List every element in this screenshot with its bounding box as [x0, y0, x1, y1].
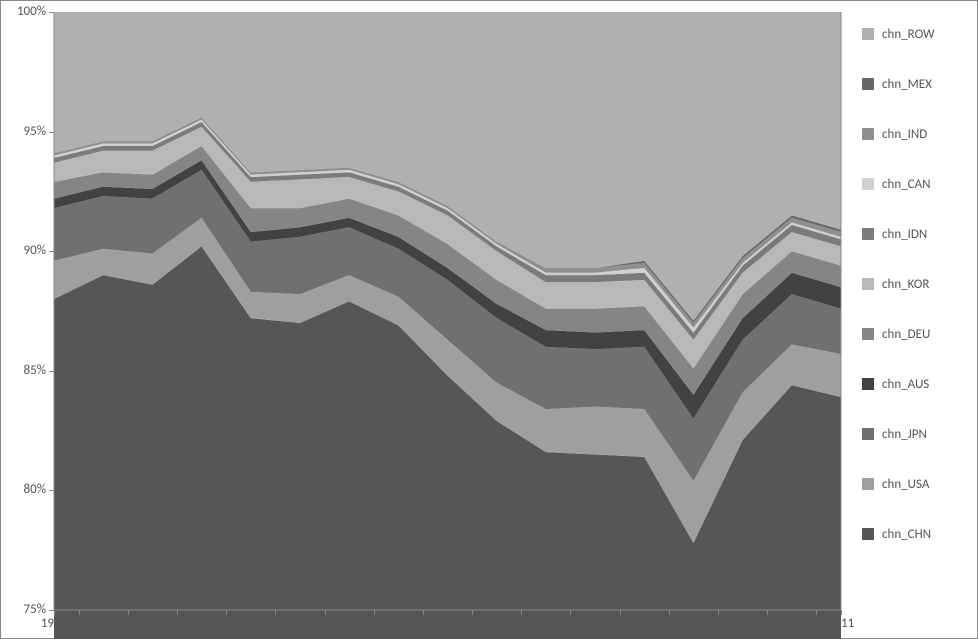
legend-item-chn_DEU: chn_DEU [862, 326, 935, 342]
x-axis-label: 2000 [280, 616, 320, 631]
x-tick [54, 610, 55, 615]
legend-label: chn_CAN [882, 177, 930, 192]
x-axis-label: 2010 [772, 616, 812, 631]
legend-item-chn_CHN: chn_CHN [862, 526, 935, 542]
chart-container: 75% 80% 85% 90% 95% 100% 1995 1996 1997 1998 1999… [0, 0, 978, 639]
x-tick [128, 610, 129, 615]
legend-swatch [862, 428, 874, 440]
legend-swatch [862, 228, 874, 240]
x-axis-label: 1995 [34, 616, 74, 631]
y-tick [49, 251, 54, 252]
legend-swatch [862, 178, 874, 190]
x-axis-label: 2006 [575, 616, 615, 631]
stacked-area-plot [54, 12, 841, 610]
legend-item-chn_AUS: chn_AUS [862, 376, 935, 392]
legend-swatch [862, 128, 874, 140]
x-axis-label: 1997 [132, 616, 172, 631]
y-tick [49, 371, 54, 372]
x-axis-label: 2003 [428, 616, 468, 631]
legend-label: chn_IND [882, 127, 927, 142]
y-axis-label: 75% [6, 602, 46, 617]
y-axis-label: 90% [6, 243, 46, 258]
x-tick [374, 610, 375, 615]
x-axis-label: 2011 [821, 616, 861, 631]
legend: chn_ROW chn_MEX chn_IND chn_CAN chn_IDN chn_K… [862, 26, 935, 576]
legend-label: chn_MEX [882, 77, 932, 92]
x-tick [816, 610, 817, 615]
y-tick [49, 132, 54, 133]
legend-swatch [862, 328, 874, 340]
legend-swatch [862, 78, 874, 90]
legend-label: chn_CHN [882, 527, 931, 542]
legend-swatch [862, 528, 874, 540]
x-axis-label: 1998 [182, 616, 222, 631]
y-axis-label: 100% [6, 4, 46, 19]
legend-label: chn_USA [882, 477, 929, 492]
x-tick [423, 610, 424, 615]
legend-label: chn_JPN [882, 427, 927, 442]
x-axis-label: 1999 [231, 616, 271, 631]
x-tick [841, 610, 842, 615]
x-tick [325, 610, 326, 615]
legend-label: chn_KOR [882, 277, 929, 292]
x-tick [570, 610, 571, 615]
legend-label: chn_ROW [882, 27, 935, 42]
x-tick [620, 610, 621, 615]
legend-swatch [862, 278, 874, 290]
legend-item-chn_USA: chn_USA [862, 476, 935, 492]
x-axis-label: 2001 [329, 616, 369, 631]
legend-label: chn_DEU [882, 327, 930, 342]
x-tick [226, 610, 227, 615]
legend-label: chn_IDN [882, 227, 927, 242]
x-tick [177, 610, 178, 615]
legend-item-chn_IND: chn_IND [862, 126, 935, 142]
legend-swatch [862, 478, 874, 490]
x-axis-label: 2004 [477, 616, 517, 631]
x-tick [669, 610, 670, 615]
legend-swatch [862, 378, 874, 390]
x-tick [275, 610, 276, 615]
legend-swatch [862, 28, 874, 40]
legend-item-chn_ROW: chn_ROW [862, 26, 935, 42]
x-axis-label: 1996 [83, 616, 123, 631]
legend-item-chn_KOR: chn_KOR [862, 276, 935, 292]
x-tick [79, 610, 80, 615]
x-tick [472, 610, 473, 615]
x-axis-label: 2005 [526, 616, 566, 631]
y-axis-label: 85% [6, 363, 46, 378]
legend-item-chn_MEX: chn_MEX [862, 76, 935, 92]
legend-item-chn_CAN: chn_CAN [862, 176, 935, 192]
legend-item-chn_JPN: chn_JPN [862, 426, 935, 442]
x-axis-label: 2007 [624, 616, 664, 631]
x-tick [718, 610, 719, 615]
x-tick [767, 610, 768, 615]
y-tick [49, 490, 54, 491]
y-axis-label: 95% [6, 124, 46, 139]
legend-label: chn_AUS [882, 377, 929, 392]
legend-item-chn_IDN: chn_IDN [862, 226, 935, 242]
y-axis-label: 80% [6, 482, 46, 497]
x-tick [521, 610, 522, 615]
x-axis-label: 2008 [673, 616, 713, 631]
x-axis-label: 2009 [723, 616, 763, 631]
x-axis-label: 2002 [378, 616, 418, 631]
y-tick [49, 12, 54, 13]
